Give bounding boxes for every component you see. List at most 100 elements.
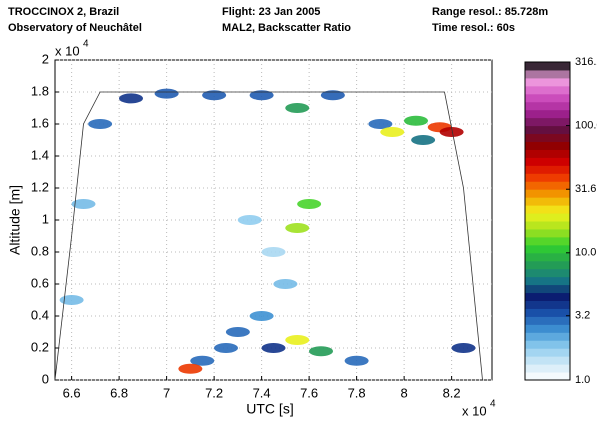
x-axis-label: UTC [s] xyxy=(246,401,293,417)
y-tick-label: 1.2 xyxy=(31,179,49,194)
colorbar-band xyxy=(525,181,570,190)
backscatter-cell xyxy=(285,335,310,345)
y-tick-label: 0.2 xyxy=(31,339,49,354)
backscatter-cell xyxy=(273,279,298,289)
colorbar-band xyxy=(525,268,570,278)
backscatter-cell xyxy=(225,327,250,337)
colorbar-band xyxy=(525,221,570,230)
y-tick-label: 1.4 xyxy=(31,147,49,162)
colorbar-band xyxy=(525,109,570,119)
backscatter-cell xyxy=(261,343,286,353)
colorbar-band xyxy=(525,252,570,262)
header-text: Range resol.: 85.728m xyxy=(432,6,548,18)
backscatter-cell xyxy=(88,119,113,129)
y-tick-label: 0.6 xyxy=(31,275,49,290)
colorbar-tick-label: 3.2 xyxy=(575,310,590,322)
backscatter-cell xyxy=(59,295,84,305)
colorbar-band xyxy=(525,236,570,246)
colorbar-band xyxy=(525,149,570,158)
colorbar-tick-label: 10.0 xyxy=(575,247,596,259)
backscatter-cell xyxy=(214,343,238,353)
backscatter-cell xyxy=(119,93,143,104)
header-text: Observatory of Neuchâtel xyxy=(8,22,142,34)
x-tick-label: 7.8 xyxy=(348,385,366,400)
colorbar-band xyxy=(525,165,570,174)
x-tick-label: 7 xyxy=(163,385,170,400)
colorbar-band xyxy=(525,62,570,71)
backscatter-cell xyxy=(285,103,310,113)
colorbar-band xyxy=(525,189,570,198)
y-axis-label: Altitude [m] xyxy=(7,185,23,255)
colorbar-band xyxy=(525,276,570,286)
colorbar-band xyxy=(525,117,570,127)
colorbar-band xyxy=(525,197,570,206)
colorbar-band xyxy=(525,125,570,135)
header-text: MAL2, Backscatter Ratio xyxy=(222,22,351,34)
backscatter-cell xyxy=(285,223,310,233)
colorbar-band xyxy=(525,340,570,349)
backscatter-cell xyxy=(202,90,227,101)
backscatter-cell xyxy=(309,346,333,357)
backscatter-cell xyxy=(261,247,286,257)
colorbar-band xyxy=(525,356,570,365)
backscatter-cell xyxy=(368,119,393,129)
backscatter-cell xyxy=(178,363,203,374)
backscatter-cell xyxy=(249,311,274,321)
x-multiplier-exp: 4 xyxy=(490,399,496,410)
colorbar-band xyxy=(525,173,570,182)
colorbar-band xyxy=(525,308,570,317)
x-multiplier: x 10 xyxy=(462,403,487,418)
x-tick-label: 7.2 xyxy=(205,385,223,400)
backscatter-cell xyxy=(411,135,436,145)
colorbar-band xyxy=(525,316,570,325)
x-tick-label: 7.4 xyxy=(253,385,271,400)
backscatter-cell xyxy=(404,115,428,126)
colorbar-band xyxy=(525,364,570,373)
colorbar-band xyxy=(525,260,570,270)
colorbar-band xyxy=(525,292,570,301)
colorbar-band xyxy=(525,69,570,79)
colorbar-band xyxy=(525,213,570,222)
colorbar-band xyxy=(525,300,570,309)
colorbar-band xyxy=(525,348,570,357)
colorbar-tick-label: 316.2 xyxy=(575,56,597,68)
x-tick-label: 8 xyxy=(401,385,408,400)
x-tick-label: 6.8 xyxy=(110,385,128,400)
backscatter-cell xyxy=(249,90,274,101)
flight-envelope xyxy=(54,91,483,381)
header-text: Flight: 23 Jan 2005 xyxy=(222,6,320,18)
y-tick-label: 2 xyxy=(42,51,49,66)
colorbar-frame xyxy=(524,61,571,381)
y-multiplier: x 10 xyxy=(55,43,80,58)
colorbar-band xyxy=(525,205,570,214)
colorbar-band xyxy=(525,284,570,294)
colorbar-band xyxy=(525,332,570,341)
y-tick-label: 0 xyxy=(42,371,49,386)
colorbar-tick-label: 100.0 xyxy=(575,120,597,132)
colorbar-band xyxy=(525,93,570,103)
colorbar-band xyxy=(525,324,570,333)
x-tick-label: 8.2 xyxy=(443,385,461,400)
x-tick-label: 6.6 xyxy=(63,385,81,400)
backscatter-cell xyxy=(71,199,96,209)
y-tick-label: 0.4 xyxy=(31,307,49,322)
backscatter-cell xyxy=(297,199,322,209)
backscatter-cell xyxy=(451,343,476,353)
colorbar-tick-label: 31.6 xyxy=(575,183,596,195)
colorbar-band xyxy=(525,101,570,111)
backscatter-cell xyxy=(439,127,464,137)
colorbar-tick-label: 1.0 xyxy=(575,374,590,386)
backscatter-cell xyxy=(190,355,215,366)
backscatter-cell xyxy=(344,355,369,366)
backscatter-cell xyxy=(237,215,262,225)
plot-area xyxy=(54,59,493,381)
header-text: Time resol.: 60s xyxy=(432,22,515,34)
backscatter-cell xyxy=(380,127,405,137)
y-tick-label: 0.8 xyxy=(31,243,49,258)
colorbar-band xyxy=(525,372,570,381)
colorbar-band xyxy=(525,133,570,142)
colorbar-band xyxy=(525,85,570,95)
backscatter-cell xyxy=(320,90,345,101)
y-tick-label: 1.6 xyxy=(31,115,49,130)
header-text: TROCCINOX 2, Brazil xyxy=(8,6,119,18)
